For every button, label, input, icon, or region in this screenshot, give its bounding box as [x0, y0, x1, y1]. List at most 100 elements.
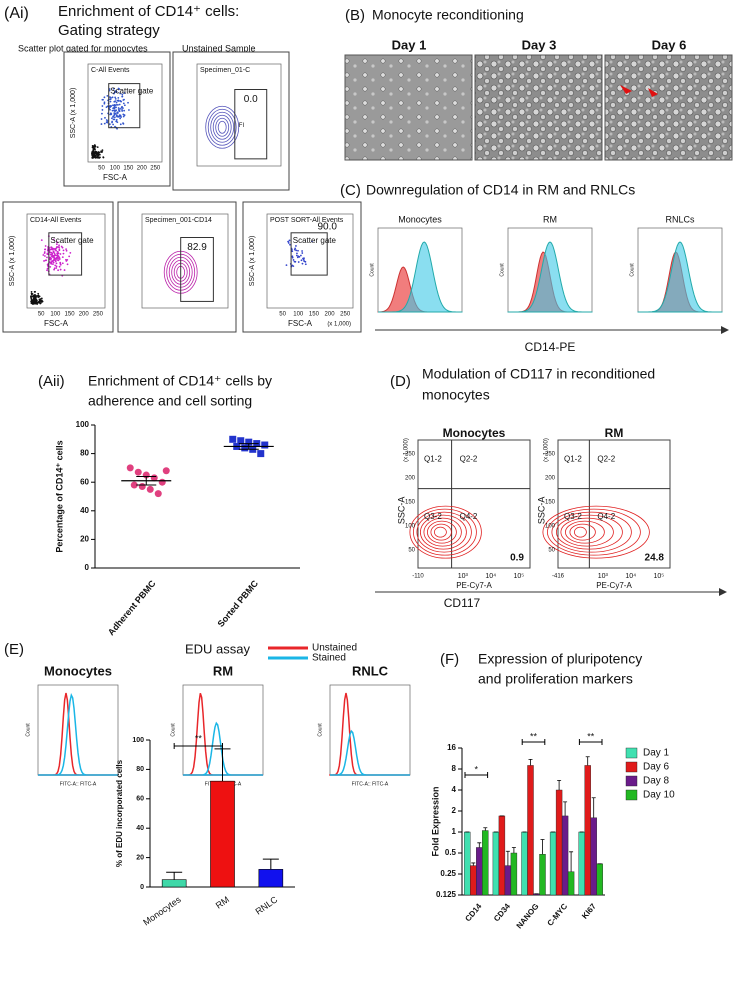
micrograph: [604, 54, 733, 161]
event-dot: [301, 252, 304, 254]
event-dot: [43, 251, 46, 253]
event-dot: [110, 105, 113, 108]
event-dot: [112, 123, 115, 126]
event-dot: [91, 157, 94, 159]
event-dot: [56, 241, 59, 244]
x-tick-label: 200: [325, 312, 336, 318]
event-dot: [101, 105, 104, 107]
data-point: [241, 444, 249, 452]
x-tick-label: KI67: [580, 901, 598, 920]
contour: [423, 517, 462, 547]
error-bar: [563, 801, 568, 816]
event-dot: [109, 98, 112, 101]
contour: [217, 120, 227, 134]
x-tick-label: 150: [65, 312, 76, 318]
error-bar: [528, 758, 533, 766]
event-dot: [113, 109, 115, 112]
event-dot: [52, 250, 55, 253]
y-axis-label: Count: [170, 723, 176, 737]
plot-title: RNLCs: [665, 214, 695, 224]
event-dot: [114, 125, 116, 128]
event-dot: [55, 243, 58, 246]
bar: [470, 865, 477, 896]
y-tick-label: 2: [452, 806, 457, 815]
y-tick-label: 100: [405, 524, 416, 530]
panel-title: EDU assay: [185, 641, 251, 656]
event-dot: [53, 255, 55, 258]
event-dot: [117, 107, 120, 109]
event-dot: [33, 294, 35, 297]
event-dot: [121, 108, 123, 111]
x-tick-label: 100: [110, 166, 121, 172]
event-dot: [96, 156, 99, 159]
event-dot: [285, 264, 288, 267]
event-dot: [295, 245, 297, 247]
significance-bracket: [521, 739, 546, 745]
event-dot: [123, 92, 126, 94]
event-dot: [119, 107, 122, 110]
error-bar: [477, 842, 482, 848]
gate-label: Scatter gate: [50, 236, 94, 245]
plot-title: RM: [213, 663, 233, 678]
legend-label: Day 1: [643, 748, 670, 759]
event-dot: [58, 265, 61, 268]
contour: [542, 505, 650, 559]
day-label: Day 3: [522, 37, 557, 52]
event-dot: [30, 298, 33, 300]
event-dot: [53, 268, 56, 271]
panel-title: adherence and cell sorting: [88, 393, 252, 409]
y-tick-label: 150: [545, 500, 556, 506]
micrograph: [344, 54, 473, 161]
event-dot: [54, 264, 57, 267]
event-dot: [118, 115, 121, 118]
y-tick-label: 200: [545, 476, 556, 482]
y-tick-label: 0: [140, 884, 144, 891]
event-dot: [106, 121, 109, 124]
bar: [482, 830, 489, 896]
y-axis-label: SSC-A (x 1,000): [9, 236, 16, 287]
plot-title: Monocytes: [443, 426, 506, 440]
event-dot: [100, 118, 103, 120]
gate-value: 90.0: [317, 221, 337, 232]
event-dot: [57, 246, 60, 248]
error-bar: [569, 851, 574, 872]
x-tick-label: 10³: [458, 573, 469, 580]
bar: [504, 865, 512, 896]
data-point: [257, 450, 265, 458]
bar: [510, 852, 518, 896]
event-dot: [116, 115, 119, 118]
event-dot: [91, 151, 93, 154]
gate-label: Scatter gate: [293, 236, 337, 245]
quadrant-label: Q4-2: [597, 512, 615, 521]
x-axis-label: FITC-A:: FITC-A: [60, 781, 97, 787]
histogram: [38, 692, 118, 776]
panel-title: Modulation of CD117 in reconditioned: [422, 366, 655, 382]
event-dot: [311, 240, 313, 243]
error-bar: [540, 839, 545, 855]
y-axis-label: SSC-A: [396, 497, 406, 525]
event-dot: [58, 258, 61, 260]
quadrant-label: Q4-2: [460, 512, 478, 521]
panel-label: (F): [440, 651, 459, 668]
y-tick-label: 100: [132, 737, 144, 744]
event-dot: [98, 153, 101, 156]
data-point: [146, 485, 154, 493]
contour: [560, 517, 614, 547]
legend-swatch: [625, 789, 638, 801]
plot-area: [141, 213, 229, 309]
error-bar: [136, 475, 157, 486]
y-tick-label: 200: [405, 476, 416, 482]
data-point: [130, 481, 138, 489]
gate-value: 0.0: [244, 94, 258, 105]
event-dot: [113, 92, 115, 95]
panel-label: (Aii): [38, 373, 65, 390]
x-axis-label: PE-Cy7-A: [456, 581, 492, 590]
y-tick-label: 250: [545, 452, 556, 458]
event-dot: [103, 122, 106, 125]
event-dot: [59, 262, 62, 265]
y-tick-label: 0: [85, 563, 90, 572]
event-dot: [128, 109, 130, 111]
plot-area: [37, 684, 119, 776]
error-bar: [262, 858, 279, 870]
event-dot: [121, 95, 124, 98]
